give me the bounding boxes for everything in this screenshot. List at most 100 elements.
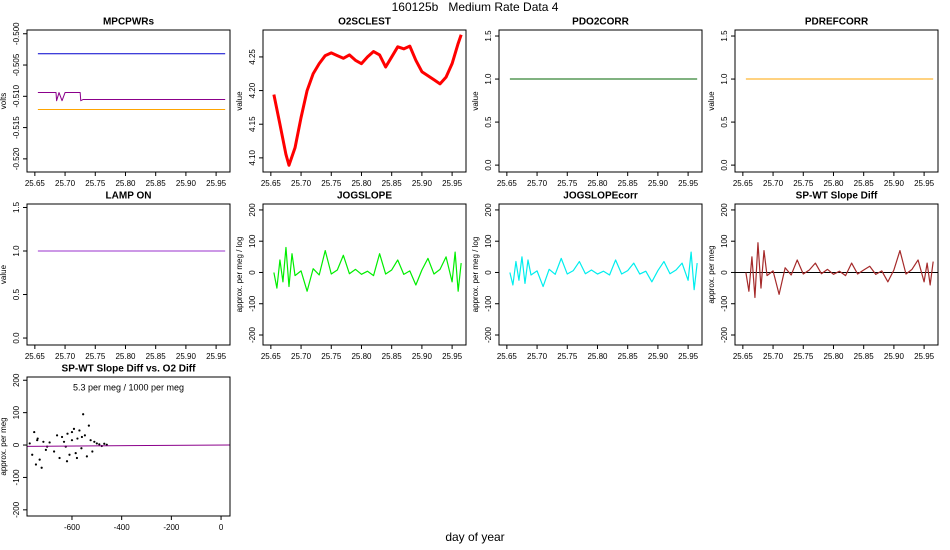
x-tick-label: 25.85 bbox=[618, 352, 639, 361]
y-tick-label: 100 bbox=[248, 234, 257, 248]
y-tick-label: 1.0 bbox=[484, 73, 493, 85]
x-axis-label: day of year bbox=[445, 530, 504, 544]
scatter-point bbox=[48, 441, 51, 444]
plot-frame bbox=[734, 203, 939, 346]
panel: SP-WT Slope Diff approx. per meg -200 -100 0… bbox=[707, 191, 939, 361]
x-tick-label: 25.65 bbox=[261, 352, 282, 361]
y-tick-label: 0.0 bbox=[720, 159, 729, 171]
y-tick-label: -200 bbox=[248, 326, 257, 343]
y-tick-label: 100 bbox=[12, 405, 21, 419]
x-tick-label: 25.85 bbox=[854, 179, 875, 188]
y-tick-label: -100 bbox=[484, 295, 493, 312]
x-tick-label: 25.80 bbox=[351, 352, 372, 361]
x-tick-label: 25.75 bbox=[557, 179, 578, 188]
scatter-point bbox=[52, 450, 56, 453]
x-tick-label: 25.80 bbox=[587, 352, 608, 361]
plot-frame bbox=[26, 203, 231, 346]
scatter-point bbox=[70, 430, 74, 434]
x-tick-label: 25.80 bbox=[823, 352, 844, 361]
scatter-point bbox=[28, 442, 31, 445]
y-axis-label: value bbox=[707, 91, 716, 111]
panel-title: SP-WT Slope Diff vs. O2 Diff bbox=[62, 364, 197, 375]
y-tick-label: 0 bbox=[484, 270, 493, 275]
y-axis-label: volts bbox=[0, 93, 8, 109]
scatter-point bbox=[42, 440, 45, 443]
scatter-point bbox=[38, 458, 41, 461]
y-tick-label: -0.505 bbox=[12, 53, 21, 76]
scatter-point bbox=[31, 453, 34, 456]
scatter-point bbox=[105, 443, 108, 446]
y-axis-label: approx. per meg / log bbox=[471, 237, 480, 313]
y-tick-label: 1.0 bbox=[12, 245, 21, 257]
x-tick-label: 25.85 bbox=[146, 352, 167, 361]
x-tick-label: 25.90 bbox=[884, 352, 905, 361]
x-tick-label: 25.75 bbox=[321, 179, 342, 188]
x-tick-label: 25.70 bbox=[55, 179, 76, 188]
panel: JOGSLOPEcorr approx. per meg / log -200 -10… bbox=[471, 191, 703, 361]
x-tick-label: 25.80 bbox=[351, 179, 372, 188]
panel-title: JOGSLOPE bbox=[337, 191, 392, 202]
x-tick-label: 25.65 bbox=[497, 352, 518, 361]
y-tick-label: 1.5 bbox=[12, 201, 21, 213]
x-tick-label: 25.85 bbox=[854, 352, 875, 361]
x-tick-label: 25.65 bbox=[25, 352, 46, 361]
x-tick-label: 25.90 bbox=[884, 179, 905, 188]
y-tick-label: 4.15 bbox=[248, 116, 257, 132]
panel-title: O2SCLEST bbox=[338, 17, 391, 28]
panel-title: PDREFCORR bbox=[805, 17, 869, 28]
y-axis-label: value bbox=[235, 91, 244, 111]
x-tick-label: 25.90 bbox=[176, 179, 197, 188]
y-tick-label: -0.515 bbox=[12, 116, 21, 139]
y-tick-label: 4.20 bbox=[248, 82, 257, 98]
scatter-point bbox=[68, 453, 71, 456]
x-tick-label: 25.65 bbox=[261, 179, 282, 188]
scatter-point bbox=[60, 435, 64, 439]
scatter-point bbox=[70, 439, 74, 442]
x-tick-label: 25.95 bbox=[914, 179, 935, 188]
panel: JOGSLOPE approx. per meg / log -200 -100 0 10… bbox=[235, 191, 467, 361]
y-tick-label: 0.5 bbox=[484, 116, 493, 128]
x-tick-label: 25.90 bbox=[412, 179, 433, 188]
plot-frame bbox=[734, 29, 939, 173]
scatter-point bbox=[78, 429, 81, 432]
y-tick-label: 200 bbox=[248, 203, 257, 217]
y-tick-label: 0.5 bbox=[12, 288, 21, 300]
y-tick-label: 0.5 bbox=[720, 116, 729, 128]
y-tick-label: 0.0 bbox=[484, 159, 493, 171]
scatter-point bbox=[91, 450, 94, 453]
panel: PDREFCORR value 0.0 0.5 1.0 1.5 25.65 25.70 25.7… bbox=[707, 17, 939, 188]
series-line bbox=[509, 251, 698, 291]
scatter-point bbox=[74, 452, 77, 455]
scatter-point bbox=[75, 456, 79, 460]
scatter-point bbox=[87, 424, 90, 427]
panel-title: SP-WT Slope Diff bbox=[796, 191, 878, 202]
y-tick-label: 0 bbox=[12, 442, 21, 447]
y-tick-label: -0.520 bbox=[12, 147, 21, 170]
panel: SP-WT Slope Diff vs. O2 Diff approx. per … bbox=[0, 364, 231, 532]
y-tick-label: 0 bbox=[720, 270, 729, 275]
x-tick-label: 25.90 bbox=[176, 352, 197, 361]
page-title: 160125b Medium Rate Data 4 bbox=[392, 0, 559, 14]
y-tick-label: 0.0 bbox=[12, 332, 21, 344]
scatter-point bbox=[82, 413, 85, 416]
scatter-point bbox=[89, 439, 92, 442]
x-tick-label: -400 bbox=[114, 523, 131, 532]
y-axis-label: approx. per meg bbox=[707, 245, 716, 303]
panel: MPCPWRs volts -0.500 -0.505 -0.510 -0.515 -0.5… bbox=[0, 17, 231, 188]
series-line bbox=[272, 34, 463, 167]
x-tick-label: 25.75 bbox=[85, 352, 106, 361]
x-tick-label: 25.70 bbox=[527, 179, 548, 188]
plot-area bbox=[37, 53, 226, 110]
scatter-point bbox=[72, 427, 76, 430]
scatter-point bbox=[62, 440, 66, 443]
y-tick-label: -200 bbox=[12, 501, 21, 518]
series-line bbox=[27, 444, 230, 447]
scatter-point bbox=[65, 460, 69, 463]
annotation: 5.3 per meg / 1000 per meg bbox=[73, 382, 184, 392]
scatter-point bbox=[34, 463, 38, 466]
x-tick-label: 0 bbox=[219, 523, 224, 532]
panel: LAMP ON value 0.0 0.5 1.0 1.5 25.65 25.70 25.75 2… bbox=[0, 191, 231, 361]
plot-frame bbox=[498, 203, 703, 346]
x-tick-label: 25.65 bbox=[497, 179, 518, 188]
series-line bbox=[273, 246, 462, 292]
